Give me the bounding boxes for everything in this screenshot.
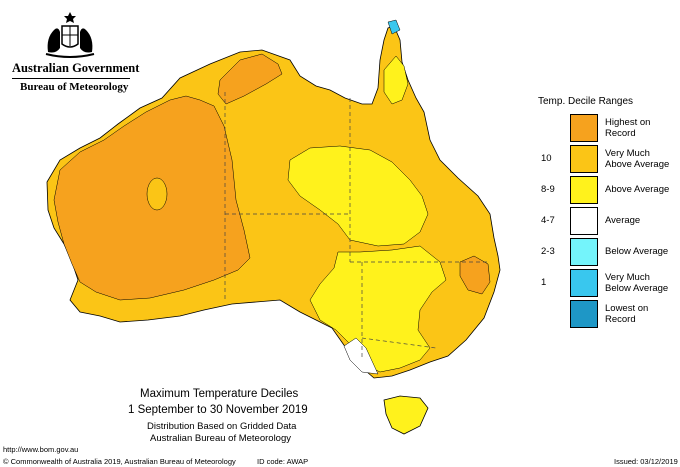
legend-label-line1: Lowest on [605,303,649,314]
coat-of-arms-icon [45,12,95,58]
bureau-name: Bureau of Meteorology [20,81,129,93]
legend-swatch [570,145,598,173]
legend-label-line2: Below Average [605,283,669,294]
legend-label: Below Average [605,246,668,257]
legend-label-line1: Below Average [605,246,669,257]
central-above-region [287,145,429,247]
map-source: Australian Bureau of Meteorology [150,433,291,444]
legend-title: Temp. Decile Ranges [538,96,634,107]
legend-swatch [570,176,598,204]
header-divider [12,78,130,79]
legend-label: Average [605,215,640,226]
state-borders [224,92,490,360]
legend-label: Very Much Above Average [605,148,669,170]
capeyork-above-region [383,55,409,105]
capeyork-tip-below-region [387,19,401,35]
legend-label: Very Much Below Average [605,272,668,294]
legend-swatch [570,269,598,297]
legend-swatch [570,114,598,142]
id-code: ID code: AWAP [257,457,309,466]
legend-label: Lowest on Record [605,303,648,325]
legend-code: 4-7 [541,215,555,226]
legend-code: 8-9 [541,184,555,195]
copyright-text: © Commonwealth of Australia 2019, Austra… [3,457,236,466]
legend-code: 10 [541,153,552,164]
map-date-range: 1 September to 30 November 2019 [128,404,308,416]
legend-code: 1 [541,277,547,288]
legend-label-line1: Highest on [605,117,651,128]
tasmania-region [383,395,429,435]
legend-label-line1: Very Much [605,148,650,159]
legend-label-line2: Record [605,128,636,139]
legend-swatch [570,207,598,235]
map-subtitle: Distribution Based on Gridded Data [147,421,297,432]
bom-url-link[interactable]: http://www.bom.gov.au [3,445,79,454]
kimberley-highest-region [217,53,283,105]
legend-label-line2: Record [605,314,636,325]
government-name: Australian Government [12,61,140,75]
legend-label-line1: Above Average [605,184,670,195]
nsw-highest-region [459,255,491,295]
map-title: Maximum Temperature Deciles [140,388,299,400]
legend-label-line1: Average [605,215,641,226]
southeast-above-region [309,245,447,373]
legend-swatch [570,300,598,328]
issued-date: Issued: 03/12/2019 [614,457,678,466]
wa-interior-blob [146,177,168,211]
victoria-average-region [343,337,379,375]
legend-label: Above Average [605,184,669,195]
legend-label-line1: Very Much [605,272,650,283]
legend-label: Highest on Record [605,117,650,139]
legend-swatch [570,238,598,266]
legend-code: 2-3 [541,246,555,257]
legend-label-line2: Above Average [605,159,670,170]
